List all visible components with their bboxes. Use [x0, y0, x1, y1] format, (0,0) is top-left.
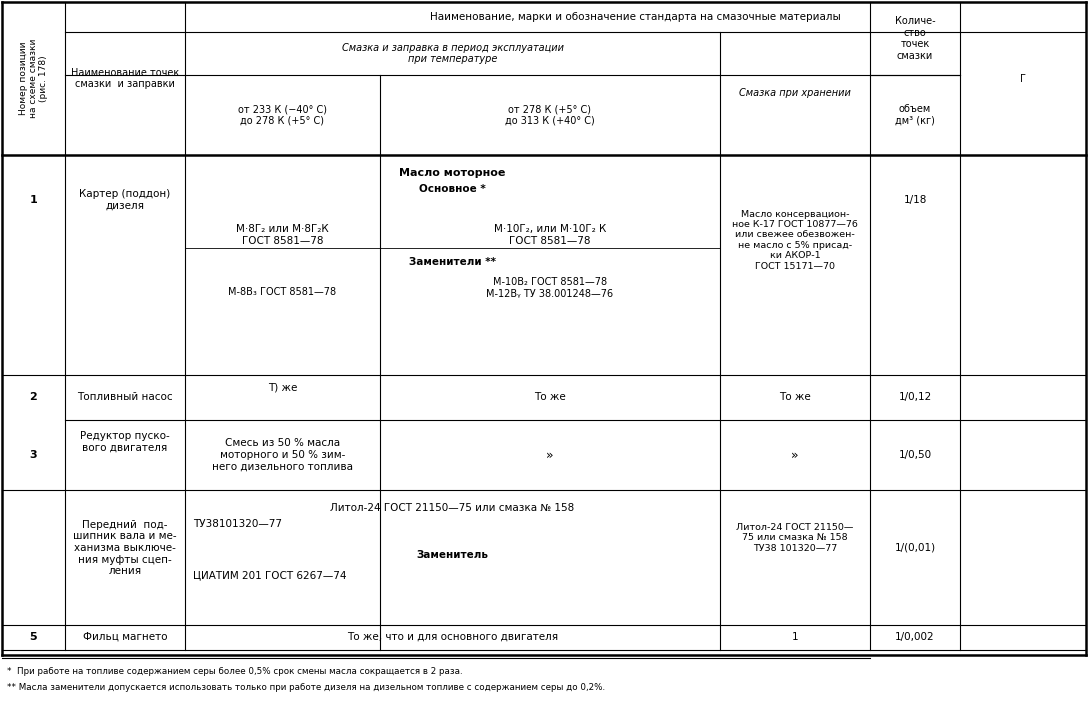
Text: от 278 К (+5° С)
до 313 К (+40° С): от 278 К (+5° С) до 313 К (+40° С): [505, 104, 595, 125]
Text: 1/0,002: 1/0,002: [895, 632, 935, 642]
Text: Фильц магнето: Фильц магнето: [83, 632, 168, 642]
Text: Наименование, марки и обозначение стандарта на смазочные материалы: Наименование, марки и обозначение станда…: [430, 12, 841, 22]
Text: Заменитель: Заменитель: [417, 550, 489, 560]
Text: ТУ38101320—77: ТУ38101320—77: [193, 519, 282, 529]
Text: М-8В₃ ГОСТ 8581—78: М-8В₃ ГОСТ 8581—78: [228, 287, 336, 297]
Text: Наименование точек
смазки  и запрaвки: Наименование точек смазки и запрaвки: [71, 68, 180, 90]
Text: от 233 К (−40° С)
до 278 К (+5° С): от 233 К (−40° С) до 278 К (+5° С): [238, 104, 327, 125]
Text: М-10В₂ ГОСТ 8581—78
М-12Вᵧ ТУ 38.001248—76: М-10В₂ ГОСТ 8581—78 М-12Вᵧ ТУ 38.001248—…: [486, 277, 614, 299]
Text: Литол-24 ГОСТ 21150—75 или смазка № 158: Литол-24 ГОСТ 21150—75 или смазка № 158: [331, 503, 574, 513]
Text: Основное *: Основное *: [419, 184, 486, 194]
Text: М·10Г₂, или М·10Г₂ К
ГОСТ 8581—78: М·10Г₂, или М·10Г₂ К ГОСТ 8581—78: [494, 224, 606, 246]
Text: 5: 5: [29, 632, 37, 642]
Text: То же, что и для основного двигателя: То же, что и для основного двигателя: [347, 632, 558, 642]
Text: ** Масла заменители допускается использовать только при работе дизеля на дизельн: ** Масла заменители допускается использо…: [7, 682, 605, 692]
Text: Смесь из 50 % масла
моторного и 50 % зим-
него дизельного топлива: Смесь из 50 % масла моторного и 50 % зим…: [212, 439, 353, 472]
Text: Литол-24 ГОСТ 21150—
75 или смазка № 158
ТУ38 101320—77: Литол-24 ГОСТ 21150— 75 или смазка № 158…: [737, 523, 854, 553]
Text: объем
дм³ (кг): объем дм³ (кг): [895, 104, 935, 125]
Text: Номер позиции
на схеме смазки
(рис. 178): Номер позиции на схеме смазки (рис. 178): [18, 39, 48, 118]
Text: 1/18: 1/18: [903, 195, 927, 205]
Text: То же: То же: [779, 392, 811, 402]
Text: Заменители **: Заменители **: [409, 257, 496, 267]
Text: 1/0,12: 1/0,12: [899, 392, 931, 402]
Text: Смазка и заправка в период эксплуатации
при температуре: Смазка и заправка в период эксплуатации …: [342, 43, 564, 64]
Text: 1: 1: [29, 195, 37, 205]
Text: »: »: [546, 448, 554, 462]
Text: Передний  под-
шипник вала и ме-
ханизма выключе-
ния муфты сцеп-
ления: Передний под- шипник вала и ме- ханизма …: [73, 520, 177, 576]
Text: ЦИАТИМ 201 ГОСТ 6267—74: ЦИАТИМ 201 ГОСТ 6267—74: [193, 570, 346, 580]
Text: То же: То же: [534, 392, 566, 402]
Text: »: »: [791, 448, 799, 462]
Text: Масло моторное: Масло моторное: [399, 168, 506, 178]
Text: 2: 2: [29, 392, 37, 402]
Text: 1/(0,01): 1/(0,01): [894, 543, 936, 553]
Text: 1: 1: [792, 632, 799, 642]
Text: 3: 3: [29, 450, 37, 460]
Text: Редуктор пуско-
вого двигателя: Редуктор пуско- вого двигателя: [81, 431, 170, 453]
Text: Т) же: Т) же: [268, 382, 297, 392]
Text: Смазка при хранении: Смазка при хранении: [739, 89, 851, 99]
Text: М·8Г₂ или М·8Г₂К
ГОСТ 8581—78: М·8Г₂ или М·8Г₂К ГОСТ 8581—78: [236, 224, 329, 246]
Text: Количе-
ство
точек
смазки: Количе- ство точек смазки: [894, 16, 936, 61]
Text: Топливный насос: Топливный насос: [77, 392, 173, 402]
Text: Г: Г: [1019, 73, 1026, 83]
Text: Картер (поддон)
дизеля: Картер (поддон) дизеля: [79, 189, 171, 211]
Text: *  При работе на топливе содержанием серы более 0,5% срок смены масла сокращаетс: * При работе на топливе содержанием серы…: [7, 668, 462, 677]
Text: Масло консервацион-
ное К-17 ГОСТ 10877—76
или свежее обезвожен-
не масло с 5% п: Масло консервацион- ное К-17 ГОСТ 10877—…: [732, 209, 858, 271]
Text: 1/0,50: 1/0,50: [899, 450, 931, 460]
